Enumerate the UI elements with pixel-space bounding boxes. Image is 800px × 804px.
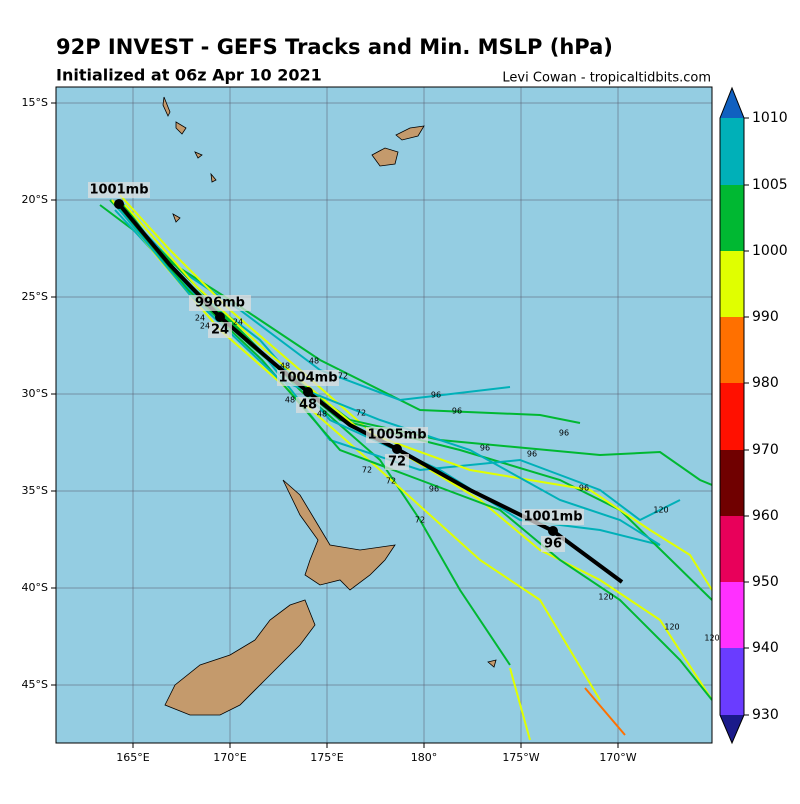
member-label: 72 [415,516,425,525]
colorbar-segment [720,383,744,450]
hour-label: 72 [388,455,406,470]
pressure-label: 1005mb [367,428,426,443]
colorbar-label: 930 [752,707,779,723]
colorbar-segment [720,185,744,251]
colorbar-label: 950 [752,574,779,590]
track-point [548,526,558,536]
member-label: 48 [285,396,295,405]
title: 92P INVEST - GEFS Tracks and Min. MSLP (… [56,35,613,59]
pressure-label: 1004mb [278,371,337,386]
lon-label: 165°E [116,751,149,764]
colorbar-label: 1000 [752,243,788,259]
hour-label: 96 [544,537,562,552]
lon-label: 170°W [599,751,636,764]
member-label: 96 [480,444,490,453]
label-bg [88,182,150,198]
colorbar-cap [720,715,744,743]
pressure-label: 1001mb [89,183,148,198]
lat-label: 15°S [22,96,48,109]
colorbar-label: 980 [752,375,779,391]
colorbar-label: 1005 [752,177,788,193]
colorbar-cap [720,88,744,118]
colorbar-segment [720,251,744,317]
member-label: 48 [317,410,327,419]
lon-label: 175°W [502,751,539,764]
hour-label: 48 [299,398,317,413]
ocean [56,87,712,743]
lon-label: 170°E [213,751,246,764]
colorbar-segment [720,450,744,516]
colorbar-segment [720,582,744,648]
member-label: 120 [653,506,668,515]
label-bg [522,509,584,525]
pressure-label: 1001mb [523,510,582,525]
label-bg [366,427,428,443]
colorbar: 1010 1005 1000 990 980 970 960 950 940 930 [719,86,788,745]
credit: Levi Cowan - tropicaltidbits.com [502,71,711,86]
track-point [215,312,225,322]
label-bg [189,295,251,311]
member-label: 96 [429,485,439,494]
label-bg [208,322,232,338]
lat-label: 25°S [22,290,48,303]
track-point [392,444,402,454]
colorbar-segment [720,516,744,582]
track-point [303,387,313,397]
member-label: 72 [386,477,396,486]
member-label: 24 [200,322,210,331]
lat-label: 35°S [22,484,48,497]
subtitle: Initialized at 06z Apr 10 2021 [56,66,322,85]
colorbar-segment [720,118,744,185]
colorbar-label: 940 [752,640,779,656]
colorbar-label: 970 [752,442,779,458]
colorbar-label: 1010 [752,110,788,126]
colorbar-label: 960 [752,508,779,524]
label-bg [541,536,565,552]
colorbar-segment [720,648,744,715]
member-label: 72 [356,409,366,418]
mean-track [117,202,624,584]
member-label: 48 [280,362,290,371]
label-bg [385,454,409,470]
lat-label: 45°S [22,678,48,691]
member-label: 120 [664,623,679,632]
lat-label: 20°S [22,193,48,206]
track-point [114,199,124,209]
colorbar-label: 990 [752,309,779,325]
lon-label: 175°E [310,751,343,764]
member-label: 96 [431,391,441,400]
label-bg [277,370,339,386]
member-label: 72 [362,466,372,475]
member-label: 96 [452,407,462,416]
pressure-label: 996mb [195,296,245,311]
label-bg [296,397,320,413]
map-frame [55,86,713,744]
member-label: 48 [309,357,319,366]
member-label: 96 [559,429,569,438]
member-label: 96 [579,484,589,493]
member-label: 72 [338,372,348,381]
member-label: 24 [233,318,243,327]
hour-label: 24 [211,323,229,338]
land [162,96,497,716]
colorbar-segment [720,317,744,383]
member-label: 24 [195,314,205,323]
member-label: 96 [527,450,537,459]
lat-label: 40°S [22,581,48,594]
member-label: 120 [598,593,613,602]
lat-label: 30°S [22,387,48,400]
lon-label: 180° [411,751,438,764]
